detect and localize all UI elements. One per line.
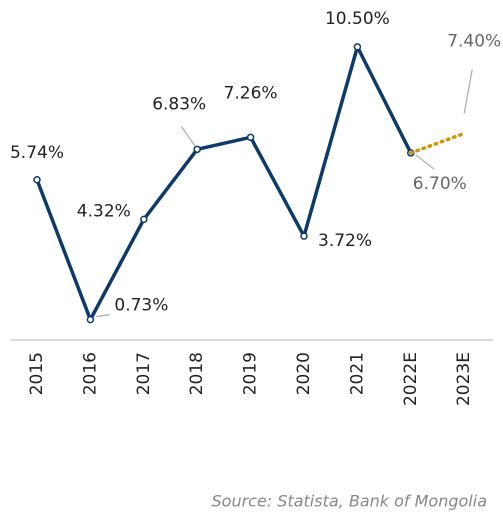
leader-line <box>415 154 435 170</box>
marker <box>246 133 255 142</box>
x-tick-label: 2015 <box>27 352 47 395</box>
x-tick-label: 2022E <box>401 352 421 406</box>
line-series <box>35 45 413 322</box>
source: Source: Statista, Bank of Mongolia <box>212 492 487 511</box>
x-tick-label: 2023E <box>454 352 474 406</box>
marker <box>86 315 95 324</box>
leader-line <box>96 314 110 318</box>
leader-line <box>463 69 473 114</box>
marker <box>33 176 41 184</box>
marker <box>300 232 308 240</box>
data-label: 5.74% <box>10 143 64 163</box>
x-tick-label: 2016 <box>80 352 100 395</box>
data-label: 6.83% <box>152 94 206 114</box>
data-label: 0.73% <box>114 296 168 316</box>
line-series <box>409 131 466 155</box>
data-label: 10.50% <box>325 9 390 29</box>
marker <box>140 215 148 224</box>
data-label: 6.70% <box>413 174 467 194</box>
data-label: 7.40% <box>447 31 501 51</box>
x-tick-label: 2018 <box>187 352 207 395</box>
x-tick-label: 2020 <box>294 352 314 395</box>
data-label: 4.32% <box>77 201 131 221</box>
data-label: 3.72% <box>318 231 372 251</box>
marker <box>193 145 201 154</box>
x-tick-label: 2021 <box>347 352 367 395</box>
x-tick-label: 2017 <box>134 352 154 395</box>
data-label: 7.26% <box>224 83 278 103</box>
x-tick-label: 2019 <box>241 352 261 395</box>
marker <box>353 43 362 51</box>
leader-line <box>180 125 196 147</box>
